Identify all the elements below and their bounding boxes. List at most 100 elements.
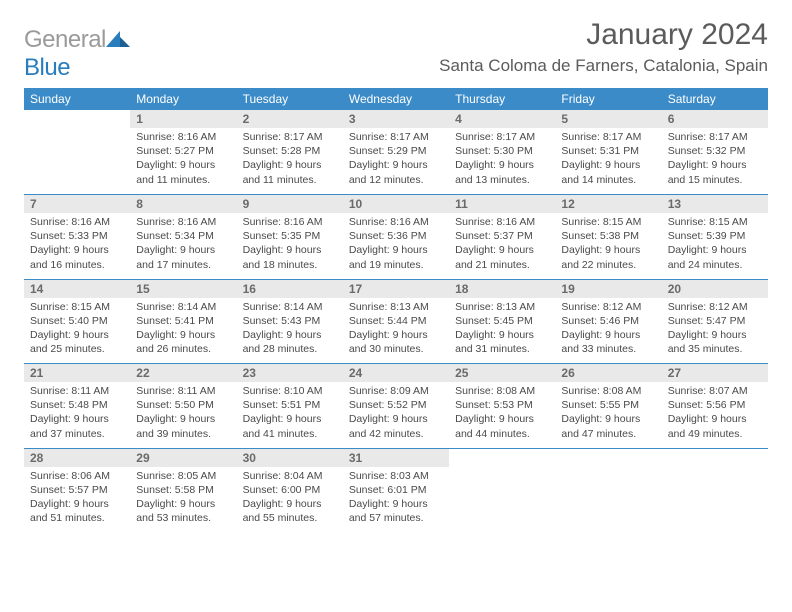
calendar-row: 7Sunrise: 8:16 AMSunset: 5:33 PMDaylight… [24, 195, 768, 279]
day-number: 23 [237, 364, 343, 382]
day-number: 9 [237, 195, 343, 213]
day-number: 15 [130, 280, 236, 298]
day-body: Sunrise: 8:15 AMSunset: 5:40 PMDaylight:… [24, 298, 130, 361]
day-number: 30 [237, 449, 343, 467]
day-number: 8 [130, 195, 236, 213]
day-body: Sunrise: 8:15 AMSunset: 5:38 PMDaylight:… [555, 213, 661, 276]
day-body: Sunrise: 8:16 AMSunset: 5:35 PMDaylight:… [237, 213, 343, 276]
calendar-row: 1Sunrise: 8:16 AMSunset: 5:27 PMDaylight… [24, 110, 768, 194]
calendar-cell: 22Sunrise: 8:11 AMSunset: 5:50 PMDayligh… [130, 364, 236, 448]
calendar-cell: 9Sunrise: 8:16 AMSunset: 5:35 PMDaylight… [237, 195, 343, 279]
weekday-header: Monday [130, 88, 236, 110]
calendar-cell: 24Sunrise: 8:09 AMSunset: 5:52 PMDayligh… [343, 364, 449, 448]
day-number: 13 [662, 195, 768, 213]
day-body: Sunrise: 8:11 AMSunset: 5:50 PMDaylight:… [130, 382, 236, 445]
brand-text: GeneralBlue [24, 26, 132, 82]
calendar-cell: 12Sunrise: 8:15 AMSunset: 5:38 PMDayligh… [555, 195, 661, 279]
calendar-cell: 5Sunrise: 8:17 AMSunset: 5:31 PMDaylight… [555, 110, 661, 194]
calendar-cell: 19Sunrise: 8:12 AMSunset: 5:46 PMDayligh… [555, 279, 661, 363]
weekday-header: Wednesday [343, 88, 449, 110]
weekday-header: Sunday [24, 88, 130, 110]
day-body: Sunrise: 8:16 AMSunset: 5:37 PMDaylight:… [449, 213, 555, 276]
day-body: Sunrise: 8:13 AMSunset: 5:45 PMDaylight:… [449, 298, 555, 361]
day-number: 25 [449, 364, 555, 382]
calendar-cell: 27Sunrise: 8:07 AMSunset: 5:56 PMDayligh… [662, 364, 768, 448]
weekday-header: Thursday [449, 88, 555, 110]
header-right: January 2024 Santa Coloma de Farners, Ca… [439, 18, 768, 76]
location-text: Santa Coloma de Farners, Catalonia, Spai… [439, 56, 768, 76]
calendar-cell: 1Sunrise: 8:16 AMSunset: 5:27 PMDaylight… [130, 110, 236, 194]
day-number: 17 [343, 280, 449, 298]
calendar-cell: 10Sunrise: 8:16 AMSunset: 5:36 PMDayligh… [343, 195, 449, 279]
calendar-row: 28Sunrise: 8:06 AMSunset: 5:57 PMDayligh… [24, 448, 768, 532]
day-number: 2 [237, 110, 343, 128]
day-number: 24 [343, 364, 449, 382]
calendar-cell: 21Sunrise: 8:11 AMSunset: 5:48 PMDayligh… [24, 364, 130, 448]
calendar-cell: 31Sunrise: 8:03 AMSunset: 6:01 PMDayligh… [343, 448, 449, 532]
day-number: 26 [555, 364, 661, 382]
day-body: Sunrise: 8:16 AMSunset: 5:36 PMDaylight:… [343, 213, 449, 276]
calendar-cell: 28Sunrise: 8:06 AMSunset: 5:57 PMDayligh… [24, 448, 130, 532]
day-body: Sunrise: 8:16 AMSunset: 5:27 PMDaylight:… [130, 128, 236, 191]
brand-icon [106, 26, 132, 53]
day-number: 12 [555, 195, 661, 213]
calendar-cell: 15Sunrise: 8:14 AMSunset: 5:41 PMDayligh… [130, 279, 236, 363]
calendar-cell: 6Sunrise: 8:17 AMSunset: 5:32 PMDaylight… [662, 110, 768, 194]
calendar-cell: 2Sunrise: 8:17 AMSunset: 5:28 PMDaylight… [237, 110, 343, 194]
weekday-header: Saturday [662, 88, 768, 110]
day-body: Sunrise: 8:12 AMSunset: 5:47 PMDaylight:… [662, 298, 768, 361]
weekday-header: Tuesday [237, 88, 343, 110]
calendar-cell: 17Sunrise: 8:13 AMSunset: 5:44 PMDayligh… [343, 279, 449, 363]
day-number: 14 [24, 280, 130, 298]
day-number: 31 [343, 449, 449, 467]
day-number: 7 [24, 195, 130, 213]
calendar-cell: 30Sunrise: 8:04 AMSunset: 6:00 PMDayligh… [237, 448, 343, 532]
brand-part2: Blue [24, 54, 70, 81]
calendar-cell [24, 110, 130, 194]
day-body: Sunrise: 8:16 AMSunset: 5:33 PMDaylight:… [24, 213, 130, 276]
calendar-row: 21Sunrise: 8:11 AMSunset: 5:48 PMDayligh… [24, 364, 768, 448]
calendar-cell: 18Sunrise: 8:13 AMSunset: 5:45 PMDayligh… [449, 279, 555, 363]
calendar-cell [555, 448, 661, 532]
calendar-cell: 20Sunrise: 8:12 AMSunset: 5:47 PMDayligh… [662, 279, 768, 363]
day-number: 16 [237, 280, 343, 298]
weekday-header: Friday [555, 88, 661, 110]
day-body: Sunrise: 8:03 AMSunset: 6:01 PMDaylight:… [343, 467, 449, 530]
brand-logo: GeneralBlue [24, 26, 132, 82]
header: GeneralBlue January 2024 Santa Coloma de… [24, 18, 768, 82]
day-number: 6 [662, 110, 768, 128]
calendar-head: SundayMondayTuesdayWednesdayThursdayFrid… [24, 88, 768, 110]
day-body: Sunrise: 8:04 AMSunset: 6:00 PMDaylight:… [237, 467, 343, 530]
day-body: Sunrise: 8:14 AMSunset: 5:41 PMDaylight:… [130, 298, 236, 361]
day-number: 29 [130, 449, 236, 467]
day-number: 27 [662, 364, 768, 382]
calendar-cell: 26Sunrise: 8:08 AMSunset: 5:55 PMDayligh… [555, 364, 661, 448]
day-body: Sunrise: 8:07 AMSunset: 5:56 PMDaylight:… [662, 382, 768, 445]
day-number: 20 [662, 280, 768, 298]
day-number: 10 [343, 195, 449, 213]
day-body: Sunrise: 8:15 AMSunset: 5:39 PMDaylight:… [662, 213, 768, 276]
calendar-cell: 25Sunrise: 8:08 AMSunset: 5:53 PMDayligh… [449, 364, 555, 448]
day-number: 22 [130, 364, 236, 382]
day-body: Sunrise: 8:17 AMSunset: 5:28 PMDaylight:… [237, 128, 343, 191]
day-body: Sunrise: 8:17 AMSunset: 5:32 PMDaylight:… [662, 128, 768, 191]
calendar-cell [662, 448, 768, 532]
calendar-cell: 16Sunrise: 8:14 AMSunset: 5:43 PMDayligh… [237, 279, 343, 363]
calendar-cell: 23Sunrise: 8:10 AMSunset: 5:51 PMDayligh… [237, 364, 343, 448]
day-number: 19 [555, 280, 661, 298]
day-number: 4 [449, 110, 555, 128]
day-body: Sunrise: 8:11 AMSunset: 5:48 PMDaylight:… [24, 382, 130, 445]
calendar-cell: 11Sunrise: 8:16 AMSunset: 5:37 PMDayligh… [449, 195, 555, 279]
day-number: 28 [24, 449, 130, 467]
day-body: Sunrise: 8:17 AMSunset: 5:31 PMDaylight:… [555, 128, 661, 191]
day-body: Sunrise: 8:09 AMSunset: 5:52 PMDaylight:… [343, 382, 449, 445]
day-number: 5 [555, 110, 661, 128]
day-body: Sunrise: 8:08 AMSunset: 5:55 PMDaylight:… [555, 382, 661, 445]
day-body: Sunrise: 8:16 AMSunset: 5:34 PMDaylight:… [130, 213, 236, 276]
day-number: 18 [449, 280, 555, 298]
day-body: Sunrise: 8:14 AMSunset: 5:43 PMDaylight:… [237, 298, 343, 361]
day-body: Sunrise: 8:12 AMSunset: 5:46 PMDaylight:… [555, 298, 661, 361]
calendar-row: 14Sunrise: 8:15 AMSunset: 5:40 PMDayligh… [24, 279, 768, 363]
calendar-table: SundayMondayTuesdayWednesdayThursdayFrid… [24, 88, 768, 532]
day-body: Sunrise: 8:10 AMSunset: 5:51 PMDaylight:… [237, 382, 343, 445]
